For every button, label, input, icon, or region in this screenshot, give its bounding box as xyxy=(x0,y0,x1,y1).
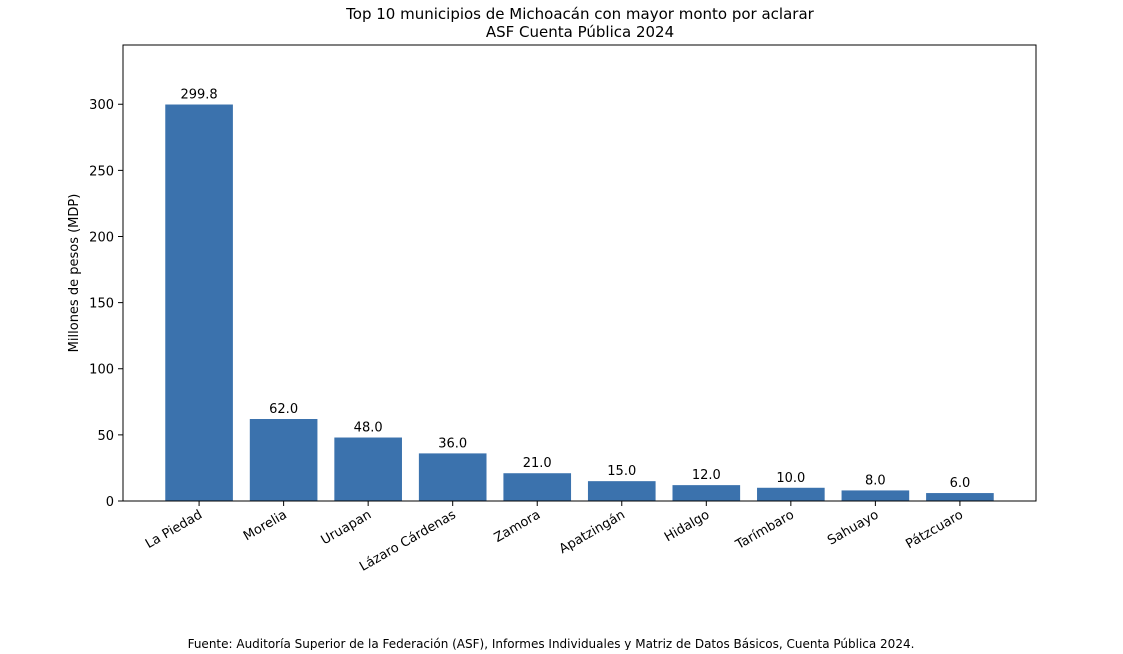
x-tick-label: La Piedad xyxy=(143,507,205,551)
value-label: 12.0 xyxy=(692,468,721,483)
x-tick-label: Zamora xyxy=(492,507,544,545)
x-tick-label: Uruapan xyxy=(319,507,375,548)
bar xyxy=(334,437,402,501)
chart-subtitle: ASF Cuenta Pública 2024 xyxy=(486,23,674,41)
bar xyxy=(926,493,994,501)
x-tick-label: Pátzcuaro xyxy=(903,507,966,552)
value-label: 299.8 xyxy=(180,88,217,103)
y-tick-label: 200 xyxy=(89,230,114,245)
value-label: 62.0 xyxy=(269,402,298,417)
bar xyxy=(841,490,910,501)
y-tick-label: 300 xyxy=(89,98,114,113)
value-label: 21.0 xyxy=(523,456,552,471)
bar xyxy=(672,485,741,501)
chart-title: Top 10 municipios de Michoacán con mayor… xyxy=(345,5,814,23)
plot-frame xyxy=(122,44,1037,502)
value-label: 10.0 xyxy=(776,471,805,486)
bar xyxy=(165,104,233,502)
y-tick-label: 250 xyxy=(89,164,114,179)
y-tick-label: 50 xyxy=(97,429,114,444)
value-label: 48.0 xyxy=(354,421,383,436)
y-tick-label: 100 xyxy=(89,363,114,378)
value-label: 6.0 xyxy=(950,476,971,491)
y-tick-label: 150 xyxy=(89,297,114,312)
x-tick-label: Sahuayo xyxy=(825,507,881,548)
bar xyxy=(503,473,572,501)
value-label: 8.0 xyxy=(865,473,886,488)
y-axis-label: Millones de pesos (MDP) xyxy=(67,194,82,353)
value-label: 36.0 xyxy=(438,436,467,451)
x-tick-label: Morelia xyxy=(241,507,290,544)
source-note: Fuente: Auditoría Superior de la Federac… xyxy=(188,637,915,650)
value-label: 15.0 xyxy=(607,464,636,479)
y-tick-label: 0 xyxy=(106,495,114,510)
x-tick-label: Tarímbaro xyxy=(733,507,797,553)
x-tick-label: Hidalgo xyxy=(662,507,712,545)
bar xyxy=(587,481,656,501)
bar xyxy=(249,419,318,501)
bar xyxy=(418,453,487,501)
x-tick-label: Apatzingán xyxy=(557,507,628,557)
bar xyxy=(757,487,825,501)
